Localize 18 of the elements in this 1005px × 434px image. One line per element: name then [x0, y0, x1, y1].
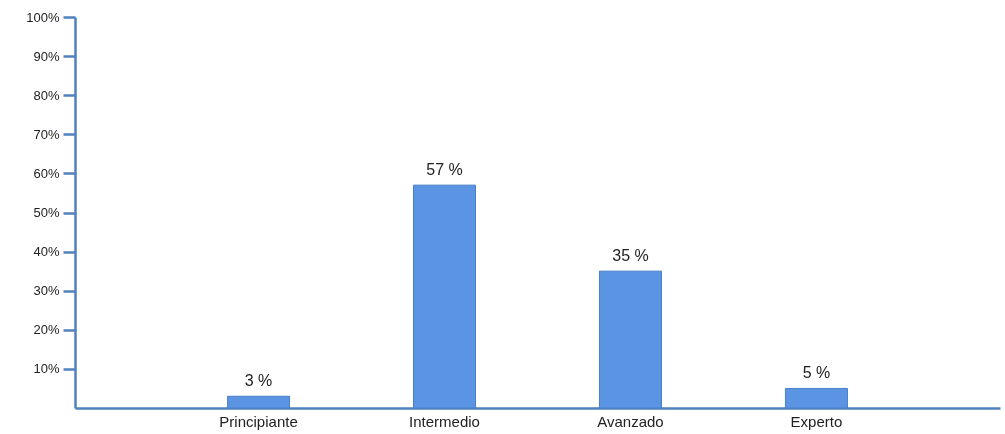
- y-tick-label: 50%: [33, 205, 60, 220]
- data-label: 35 %: [612, 247, 649, 265]
- x-tick-label: Experto: [790, 412, 843, 430]
- y-tick-label: 20%: [33, 322, 60, 338]
- data-label: 57 %: [426, 161, 463, 179]
- x-tick-label: Avanzado: [597, 412, 664, 430]
- data-label: 3 %: [244, 372, 273, 390]
- y-tick-label: 70%: [33, 126, 60, 142]
- x-tick-label: Intermedio: [409, 412, 480, 430]
- y-tick-label: 90%: [33, 48, 60, 64]
- x-tick-label: Principiante: [219, 412, 298, 430]
- y-tick-label: 40%: [33, 244, 60, 260]
- y-tick-label: 60%: [33, 165, 60, 181]
- y-tick-label: 80%: [33, 87, 60, 103]
- y-tick-label: 100%: [26, 9, 60, 25]
- y-tick-label: 30%: [33, 283, 60, 299]
- y-tick-label: 10%: [33, 361, 60, 377]
- data-label: 5 %: [802, 364, 831, 382]
